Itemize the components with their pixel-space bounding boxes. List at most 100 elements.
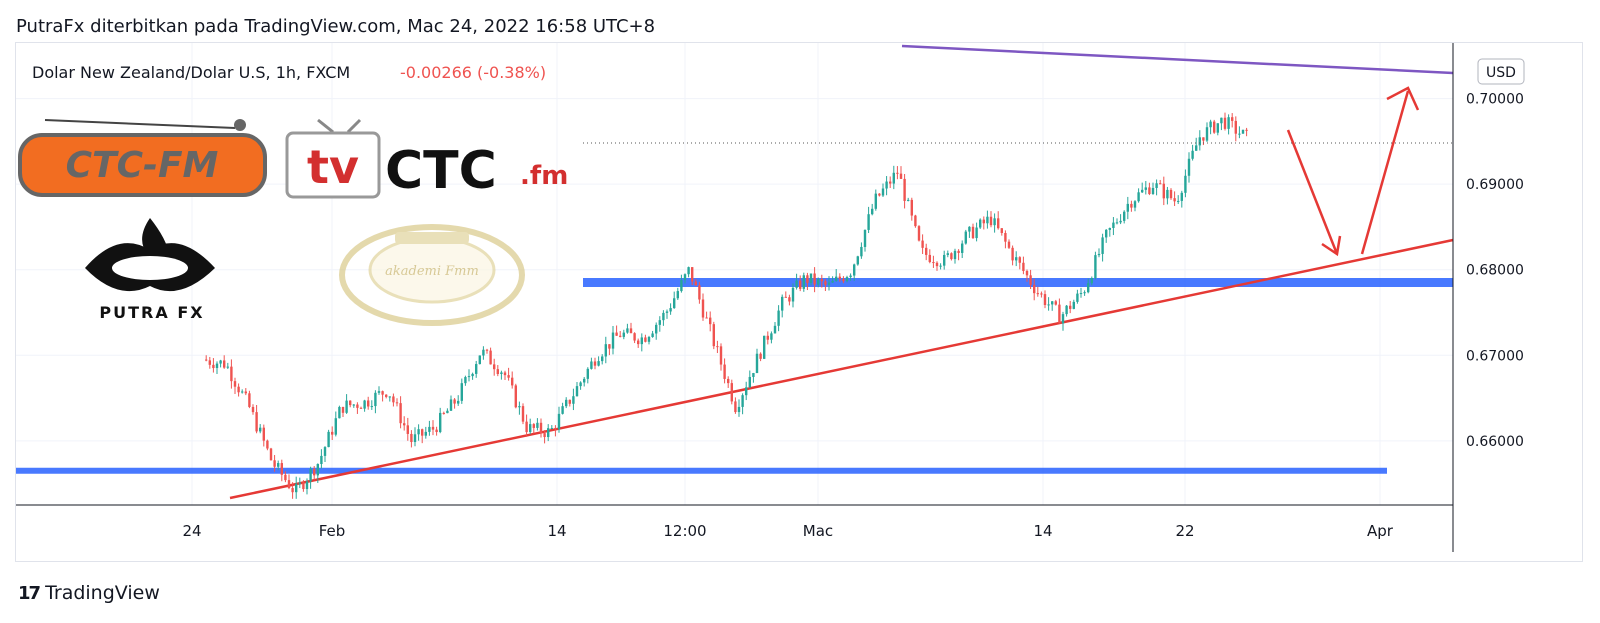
- candle: [889, 176, 892, 188]
- candle: [349, 400, 352, 408]
- candle: [1018, 256, 1021, 270]
- candle: [593, 357, 597, 370]
- currency-button[interactable]: USD: [1477, 58, 1525, 85]
- candle: [1141, 182, 1144, 194]
- candle: [230, 359, 233, 389]
- candle: [590, 357, 593, 370]
- candle: [439, 407, 442, 434]
- up-arrow-head: [1386, 86, 1420, 111]
- chart-title: Dolar New Zealand/Dolar U.S, 1h, FXCM: [32, 63, 350, 82]
- price-change: -0.00266 (-0.38%): [400, 63, 546, 82]
- candle: [1069, 300, 1072, 314]
- publish-caption: PutraFx diterbitkan pada TradingView.com…: [16, 16, 656, 37]
- candle: [719, 343, 723, 371]
- candle: [583, 376, 586, 387]
- candle: [655, 322, 658, 340]
- candle: [701, 293, 705, 321]
- candle: [755, 348, 759, 374]
- candle: [489, 347, 492, 365]
- candle: [327, 429, 330, 448]
- tradingview-brand[interactable]: 17 TradingView: [18, 582, 160, 604]
- candle: [557, 406, 561, 433]
- candle: [313, 465, 316, 480]
- candle: [748, 370, 751, 389]
- candle: [478, 355, 481, 365]
- candle: [550, 425, 553, 430]
- candle: [986, 210, 989, 229]
- candle: [385, 394, 388, 399]
- candle: [1112, 217, 1115, 236]
- candle: [1054, 299, 1057, 306]
- candle: [813, 267, 816, 293]
- candle: [428, 420, 431, 436]
- candle: [543, 430, 546, 444]
- candle: [637, 338, 640, 348]
- forecast-arrows: [1286, 86, 1420, 257]
- candle: [809, 273, 813, 286]
- candle: [611, 326, 615, 355]
- candle: [608, 344, 611, 356]
- candle: [1101, 233, 1104, 262]
- candle: [388, 396, 391, 402]
- candle: [1234, 116, 1237, 142]
- y-tick-label: 0.67000: [1466, 348, 1524, 364]
- candle: [359, 406, 363, 409]
- candle: [1223, 112, 1227, 131]
- candle: [975, 222, 978, 242]
- candle: [709, 311, 712, 332]
- candle: [1245, 127, 1248, 137]
- candle: [817, 277, 820, 288]
- candle: [475, 360, 478, 378]
- candle: [575, 381, 579, 397]
- candle: [982, 216, 985, 230]
- candle: [295, 476, 298, 499]
- candle: [989, 211, 993, 228]
- candle: [784, 291, 787, 298]
- candle: [914, 214, 917, 228]
- candle: [223, 355, 226, 369]
- candle: [651, 330, 654, 338]
- candle: [835, 269, 838, 282]
- candle: [485, 348, 489, 354]
- candle: [899, 166, 903, 179]
- candle: [367, 396, 370, 410]
- candle: [1133, 200, 1137, 212]
- candle: [539, 418, 543, 438]
- tradingview-name: TradingView: [45, 582, 160, 604]
- candle: [320, 449, 323, 469]
- candle: [352, 404, 355, 408]
- candle: [503, 370, 507, 380]
- candle: [255, 404, 258, 434]
- candle: [251, 404, 255, 415]
- candle: [838, 273, 841, 282]
- time-axis: 24 Feb 14 12:00 Mac 14 22 Apr: [182, 522, 1393, 540]
- svg-text:.fm: .fm: [520, 161, 568, 191]
- candle: [453, 398, 456, 409]
- x-tick-label: 14: [1033, 522, 1052, 540]
- candle: [615, 325, 618, 336]
- candle: [1108, 227, 1111, 237]
- chart-grid: [16, 43, 1453, 505]
- candle: [1033, 278, 1036, 301]
- candle: [777, 305, 780, 332]
- candle: [896, 166, 899, 180]
- candle: [1076, 289, 1079, 304]
- y-tick-label: 0.70000: [1466, 92, 1524, 108]
- candle: [1205, 122, 1209, 143]
- candle: [1011, 245, 1014, 266]
- candle: [446, 408, 449, 414]
- candle: [629, 322, 633, 334]
- candle: [514, 383, 517, 409]
- candle: [1094, 251, 1097, 280]
- candle: [950, 252, 953, 261]
- candle: [356, 402, 359, 414]
- candle: [287, 474, 291, 490]
- y-tick-label: 0.69000: [1466, 177, 1524, 193]
- candle: [1047, 297, 1050, 311]
- candle: [269, 447, 273, 461]
- candle: [943, 250, 946, 270]
- candle: [273, 455, 276, 472]
- candle: [410, 430, 413, 448]
- candle: [1036, 286, 1039, 297]
